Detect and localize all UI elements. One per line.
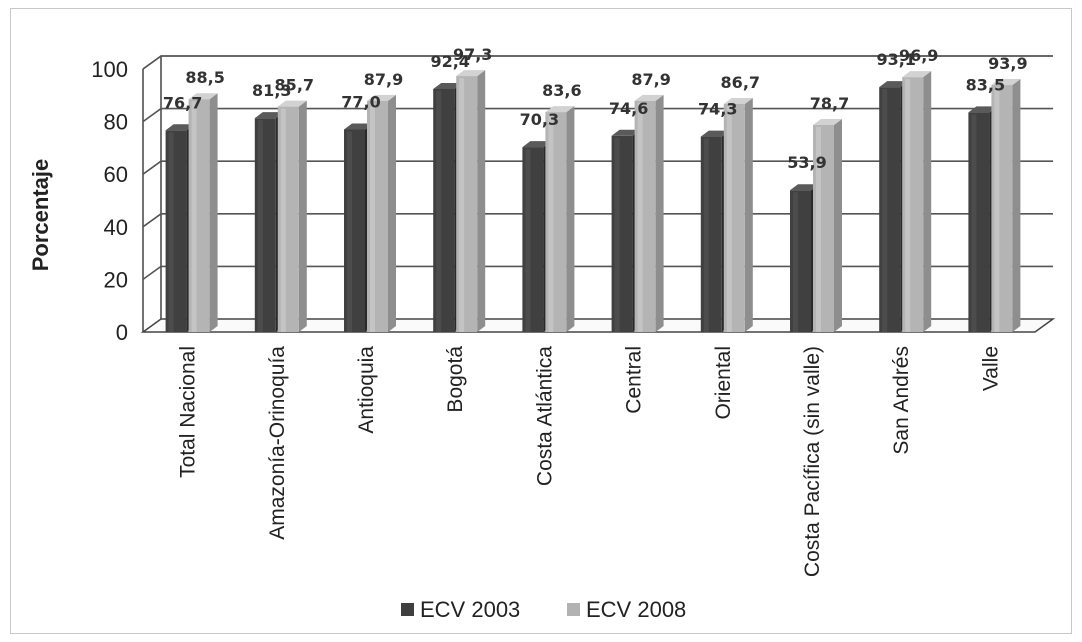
data-label-ecv-2003-central: 74,6 — [609, 99, 648, 118]
data-label-ecv-2003-amazonia-orinoquia: 81,3 — [252, 81, 291, 100]
category-label-oriental: Oriental — [712, 346, 735, 420]
data-label-ecv-2008-san-andres: 96,9 — [899, 46, 938, 65]
category-label-antioquia: Antioquia — [355, 346, 378, 434]
data-label-ecv-2008-central: 87,9 — [631, 70, 670, 89]
category-label-central: Central — [623, 346, 646, 414]
data-label-ecv-2008-antioquia: 87,9 — [364, 70, 403, 89]
bar-ecv-2008-san-andres — [902, 71, 932, 332]
bar-ecv-2008-oriental — [723, 97, 753, 332]
gridline — [142, 107, 1053, 123]
data-label-ecv-2008-valle: 93,9 — [988, 54, 1027, 73]
category-label-costa-pacifica-sin-valle: Costa Pacífica (sin valle) — [801, 346, 824, 577]
legend: ECV 2003 ECV 2008 — [401, 597, 686, 622]
category-label-costa-atlantica: Costa Atlántica — [533, 346, 556, 486]
data-label-ecv-2008-oriental: 86,7 — [721, 73, 760, 92]
gridline — [142, 55, 1053, 70]
gridlines — [142, 55, 1053, 281]
legend-label-ecv-2003: ECV 2003 — [420, 597, 520, 622]
bar-ecv-2008-amazonia-orinoquia — [277, 100, 307, 332]
y-tick-labels: 0 20 40 60 80 100 — [91, 57, 128, 345]
bar-ecv-2008-central — [634, 94, 664, 332]
data-label-ecv-2003-valle: 83,5 — [966, 75, 1005, 94]
bars — [165, 70, 1021, 333]
category-label-bogota: Bogotá — [444, 346, 467, 413]
data-label-ecv-2003-costa-pacifica-sin-valle: 53,9 — [787, 153, 826, 172]
data-label-ecv-2008-bogota: 97,3 — [453, 45, 492, 64]
data-label-ecv-2003-bogota: 92,4 — [430, 52, 469, 71]
y-tick-label: 40 — [104, 215, 128, 240]
legend-swatch-ecv-2008 — [567, 603, 580, 616]
data-label-ecv-2003-san-andres: 93,1 — [876, 50, 915, 69]
category-label-amazonia-orinoquia: Amazonía-Orinoquía — [266, 346, 289, 540]
y-tick-label: 20 — [104, 267, 128, 292]
data-label-ecv-2003-total-nacional: 76,7 — [163, 93, 202, 112]
y-tick-label: 80 — [104, 110, 128, 135]
legend-label-ecv-2008: ECV 2008 — [586, 597, 686, 622]
bar-ecv-2008-valle — [991, 79, 1021, 332]
gridline — [142, 265, 1053, 281]
data-label-ecv-2008-amazonia-orinoquia: 85,7 — [275, 76, 314, 95]
chart-frame — [10, 8, 1072, 634]
category-label-san-andres: San Andrés — [890, 346, 913, 455]
data-label-ecv-2003-costa-atlantica: 70,3 — [520, 110, 559, 129]
y-tick-label: 60 — [104, 162, 128, 187]
y-axis-label: Porcentaje — [28, 159, 53, 272]
y-tick-label: 0 — [116, 320, 128, 345]
gridline — [142, 213, 1053, 228]
category-labels: Total Nacional Amazonía-Orinoquía Antioqui… — [177, 346, 1003, 577]
legend-swatch-ecv-2003 — [401, 603, 414, 616]
bar-ecv-2008-bogota — [456, 70, 486, 332]
bar-ecv-2008-total-nacional — [188, 93, 218, 333]
data-label-ecv-2003-oriental: 74,3 — [698, 100, 737, 119]
bar-ecv-2008-antioquia — [367, 94, 396, 332]
data-label-ecv-2008-costa-atlantica: 83,6 — [542, 81, 581, 100]
category-label-total-nacional: Total Nacional — [177, 346, 200, 478]
data-labels: 76,7 88,5 81,385,7 77,0 87,9 92,497,3 70,3 83,6… — [163, 45, 1028, 172]
gridline — [142, 160, 1053, 175]
category-label-valle: Valle — [979, 346, 1002, 391]
data-label-ecv-2003-antioquia: 77,0 — [341, 92, 380, 111]
data-label-ecv-2008-costa-pacifica-sin-valle: 78,7 — [810, 94, 849, 113]
bar-ecv-2008-costa-pacifica-sin-valle — [813, 119, 842, 332]
data-label-ecv-2008-total-nacional: 88,5 — [185, 68, 224, 87]
bar-ecv-2008-costa-atlantica — [545, 106, 575, 332]
y-tick-label: 100 — [91, 57, 128, 82]
